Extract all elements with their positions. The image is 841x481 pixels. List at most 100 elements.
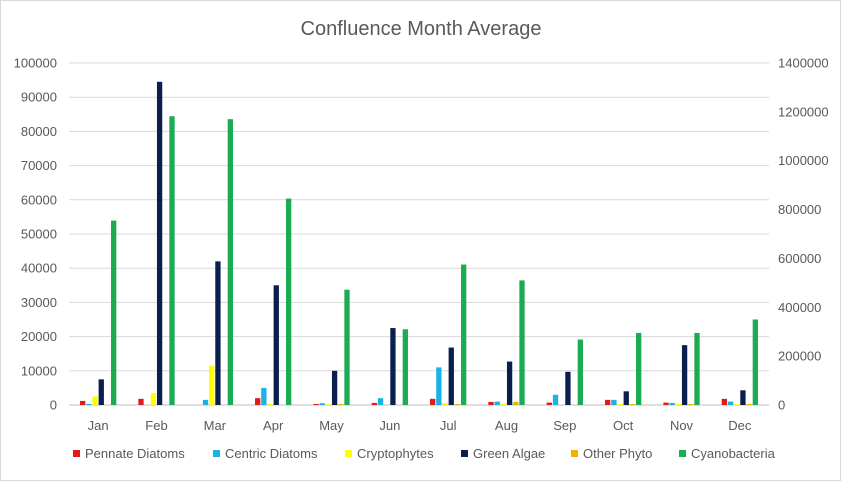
bar (623, 391, 629, 405)
bar (215, 261, 221, 405)
right-axis-tick-label: 200000 (778, 349, 821, 364)
x-axis-tick-label: Sep (553, 418, 576, 433)
bar (506, 361, 513, 405)
bar (390, 328, 396, 405)
bar (681, 345, 688, 405)
x-axis-tick-label: Jul (440, 418, 457, 433)
legend-swatch (571, 450, 578, 457)
bar (454, 403, 461, 405)
bar (669, 402, 675, 405)
legend-label: Pennate Diatoms (85, 446, 185, 461)
left-axis-tick-label: 70000 (21, 158, 57, 173)
bar (746, 403, 752, 405)
bar (436, 367, 442, 405)
right-axis-tick-label: 1200000 (778, 104, 829, 119)
bar (273, 285, 279, 405)
x-axis-ticks: Jan Feb Mar Apr May Jun Jul Aug Sep Oct Nov Dec (88, 418, 752, 433)
right-axis-ticks: 0 200000 400000 600000 800000 1000000 1200000 1… (778, 56, 829, 413)
left-axis-tick-label: 50000 (21, 227, 57, 242)
bar (169, 116, 175, 406)
left-axis-tick-label: 20000 (21, 329, 57, 344)
bar (286, 198, 292, 405)
right-axis-tick-label: 400000 (778, 300, 821, 315)
bar (694, 332, 700, 405)
bar (721, 398, 727, 405)
right-axis-tick-label: 0 (778, 398, 785, 413)
gridlines (69, 62, 769, 406)
legend-label: Cyanobacteria (691, 446, 776, 461)
left-axis-tick-label: 40000 (21, 261, 57, 276)
bar (111, 220, 117, 405)
bar (86, 403, 92, 405)
bar (325, 404, 332, 405)
bar (577, 339, 583, 405)
bar (740, 390, 746, 405)
legend-swatch (679, 450, 686, 457)
bar (402, 329, 408, 405)
bar (552, 394, 559, 405)
bar (546, 402, 552, 405)
legend-swatch (213, 450, 220, 457)
bar (565, 371, 571, 405)
bar (371, 402, 377, 405)
bar (605, 399, 611, 405)
bar (227, 119, 233, 405)
x-axis-tick-label: Mar (204, 418, 227, 433)
bar (338, 403, 344, 405)
bar (138, 398, 144, 405)
bar (319, 403, 325, 405)
x-axis-tick-label: Jun (379, 418, 400, 433)
bar (255, 398, 261, 405)
bar (688, 403, 694, 405)
bar (156, 81, 163, 405)
left-axis-tick-label: 100000 (14, 56, 57, 71)
bar (150, 393, 157, 405)
bar (461, 264, 467, 405)
x-axis-tick-label: Apr (263, 418, 284, 433)
bars (80, 81, 758, 406)
left-axis-tick-label: 10000 (21, 363, 57, 378)
bar (629, 403, 636, 405)
legend-label: Other Phyto (583, 446, 652, 461)
x-axis-tick-label: May (319, 418, 344, 433)
bar (675, 403, 682, 405)
bar (513, 401, 519, 405)
x-axis-tick-label: Oct (613, 418, 634, 433)
left-axis-tick-label: 90000 (21, 90, 57, 105)
bar (636, 332, 642, 405)
x-axis-tick-label: Jan (88, 418, 109, 433)
bar (377, 398, 384, 405)
bar (611, 399, 617, 405)
legend-swatch (461, 450, 468, 457)
left-axis-tick-label: 0 (50, 398, 57, 413)
bar (752, 319, 758, 405)
bar (617, 403, 623, 405)
bar (727, 401, 734, 405)
bar (267, 403, 273, 405)
bar (663, 402, 669, 405)
x-axis-tick-label: Aug (495, 418, 518, 433)
bar (448, 347, 454, 405)
left-axis-ticks: 0 10000 20000 30000 40000 50000 60000 70000 8000… (14, 56, 57, 413)
legend-swatch (73, 450, 80, 457)
bar (202, 399, 209, 405)
left-axis-tick-label: 60000 (21, 192, 57, 207)
right-axis-tick-label: 1400000 (778, 56, 829, 71)
bar (261, 387, 267, 405)
bar (80, 400, 86, 405)
bar (313, 403, 319, 405)
bar (331, 370, 338, 405)
bar (92, 396, 98, 405)
x-axis-tick-label: Dec (728, 418, 752, 433)
bar (519, 280, 525, 405)
bar (344, 289, 350, 405)
bar (442, 402, 448, 405)
bar (209, 365, 215, 405)
chart-title: Confluence Month Average (301, 18, 542, 40)
legend-label: Green Algae (473, 446, 545, 461)
bar (734, 404, 740, 405)
left-axis-tick-label: 80000 (21, 124, 57, 139)
left-axis-tick-label: 30000 (21, 295, 57, 310)
legend-swatch (345, 450, 352, 457)
